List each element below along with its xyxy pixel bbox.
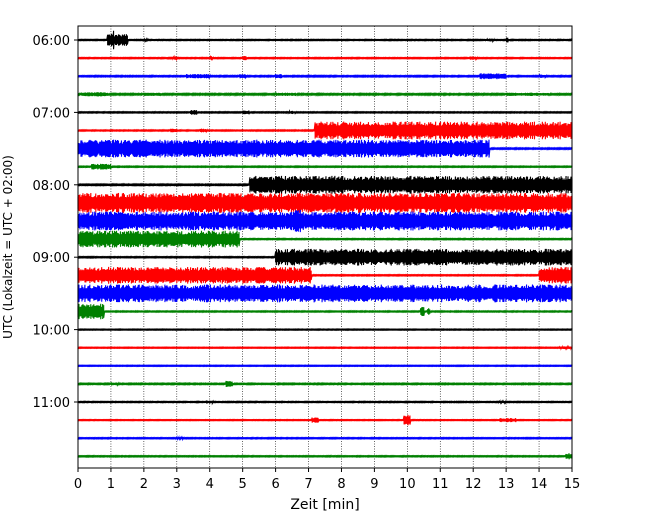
vertical-grid-lines (110, 26, 540, 468)
x-tick-label: 10 (399, 477, 416, 492)
x-axis-label: Zeit [min] (290, 497, 359, 513)
x-tick-label: 8 (337, 477, 345, 492)
x-axis-ticks: 0 1 2 3 4 5 6 7 8 9 10 11 12 13 14 15 (74, 468, 580, 492)
x-tick-label: 13 (498, 477, 515, 492)
x-tick-label: 2 (140, 477, 148, 492)
x-tick-label: 6 (271, 477, 279, 492)
y-axis-label: UTC (Lokalzeit = UTC + 02:00) (1, 155, 15, 339)
y-tick-label: 09:00 (33, 251, 70, 266)
x-tick-label: 12 (465, 477, 482, 492)
x-tick-label: 14 (531, 477, 548, 492)
y-axis-ticks: 06:00 07:00 08:00 09:00 10:00 11:00 (33, 34, 78, 411)
x-tick-label: 3 (173, 477, 181, 492)
y-tick-label: 10:00 (33, 324, 70, 339)
x-tick-label: 1 (107, 477, 115, 492)
x-tick-label: 7 (304, 477, 312, 492)
x-tick-label: 0 (74, 477, 82, 492)
y-tick-label: 06:00 (33, 34, 70, 49)
trace-lines (77, 30, 573, 460)
plot-frame (77, 25, 573, 469)
y-tick-label: 11:00 (33, 396, 70, 411)
x-tick-label: 5 (239, 477, 247, 492)
y-tick-label: 08:00 (33, 179, 70, 194)
x-tick-label: 15 (564, 477, 581, 492)
y-tick-label: 07:00 (33, 106, 70, 121)
x-tick-label: 9 (370, 477, 378, 492)
x-tick-label: 4 (206, 477, 214, 492)
x-tick-label: 11 (432, 477, 449, 492)
